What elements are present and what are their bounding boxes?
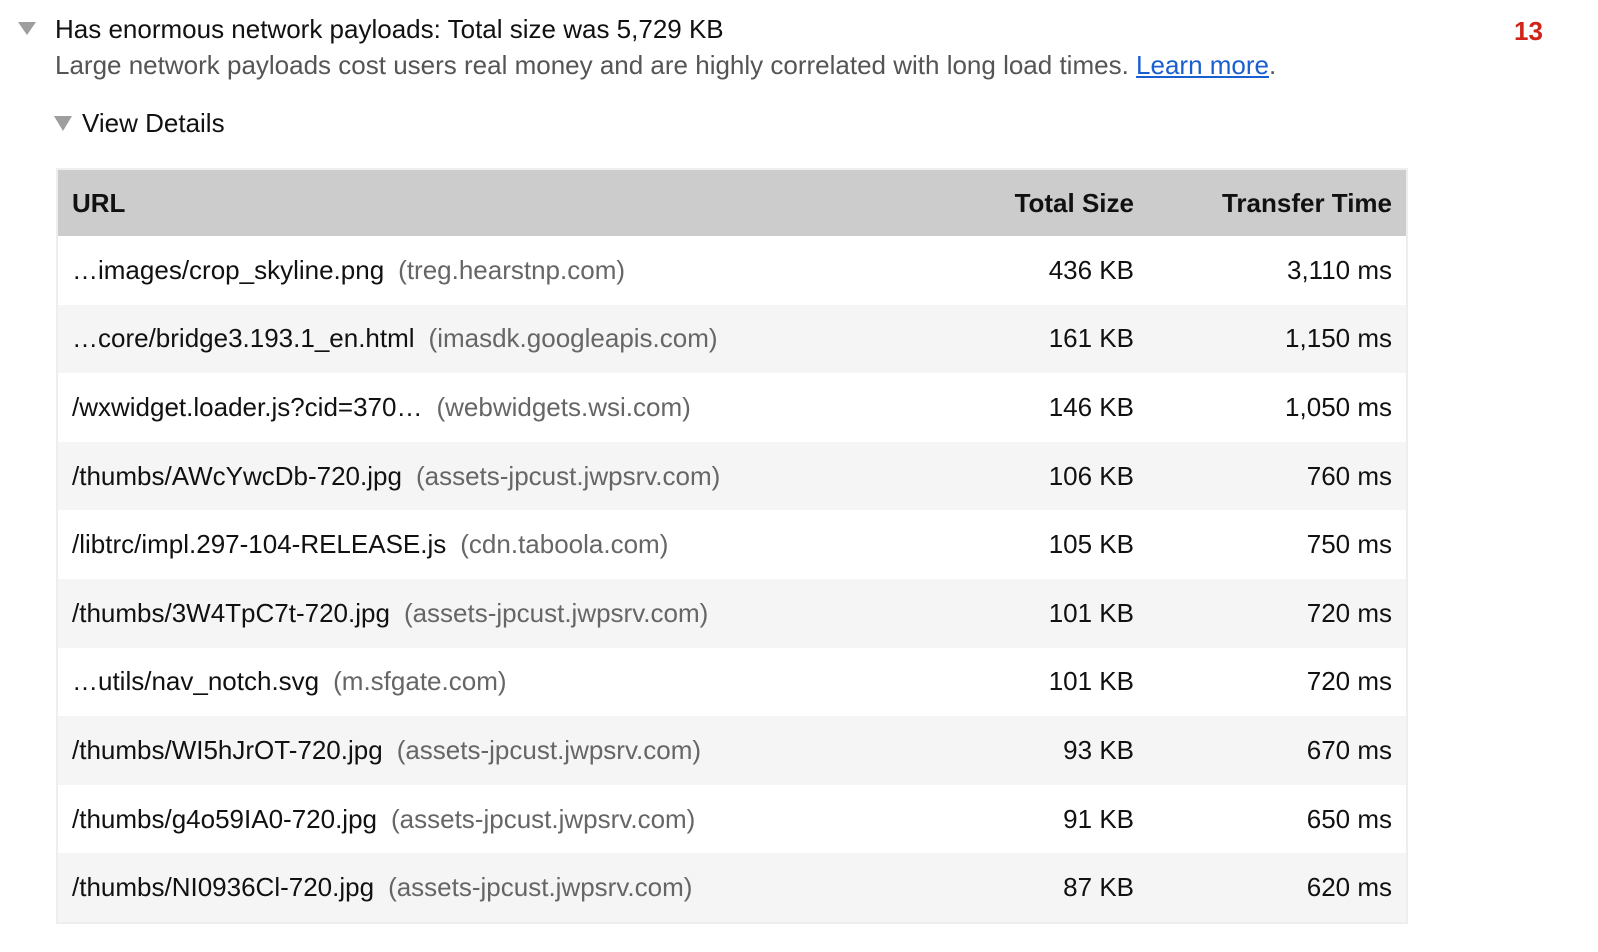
url-host: (assets-jpcust.jwpsrv.com) [388, 872, 693, 903]
audit-description: Large network payloads cost users real m… [55, 50, 1276, 81]
url-host: (webwidgets.wsi.com) [436, 391, 691, 422]
table-row: /thumbs/AWcYwcDb-720.jpg (assets-jpcust.j… [57, 441, 1407, 511]
table-row: …images/crop_skyline.png (treg.hearstnp.c… [57, 236, 1407, 305]
total-size-cell: 146 KB [1048, 391, 1134, 422]
total-size-cell: 105 KB [1048, 529, 1134, 560]
transfer-time-cell: 620 ms [1148, 853, 1407, 923]
triangle-down-icon [54, 115, 72, 131]
url-cell: /thumbs/g4o59IA0-720.jpg (assets-jpcust.j… [57, 785, 890, 854]
audit-title: Has enormous network payloads: Total siz… [55, 14, 724, 44]
url-cell: /thumbs/3W4TpC7t-720.jpg (assets-jpcust.j… [57, 578, 890, 648]
url-host: (m.sfgate.com) [333, 666, 507, 697]
url-host: (treg.hearstnp.com) [398, 254, 626, 285]
table-header: URL Total Size Transfer Time [57, 169, 1407, 236]
total-size-cell: 87 KB [890, 853, 1148, 923]
transfer-time-cell: 1,150 ms [1148, 304, 1407, 374]
payload-table: URL Total Size Transfer Time …images/cro… [56, 168, 1408, 924]
total-size-cell: 101 KB [890, 578, 1148, 648]
url-cell: /thumbs/NI0936Cl-720.jpg (assets-jpcust.j… [57, 853, 890, 923]
total-size-cell: 106 KB [890, 441, 1148, 511]
total-size-cell: 161 KB [890, 304, 1148, 374]
total-size-cell: 436 KB [1048, 254, 1134, 285]
header-url: URL [57, 169, 890, 236]
header-total-size: Total Size [890, 169, 1148, 236]
table-row: /thumbs/g4o59IA0-720.jpg (assets-jpcust.j… [57, 785, 1407, 854]
transfer-time-cell: 720 ms [1148, 578, 1407, 648]
url-cell: /libtrc/impl.297-104-RELEASE.js (cdn.tabo… [57, 510, 890, 579]
collapse-audit-triangle-icon[interactable] [18, 22, 36, 35]
table-row: …utils/nav_notch.svg (m.sfgate.com) 101 K… [57, 648, 1407, 717]
description-period: . [1269, 50, 1277, 80]
url-cell: /wxwidget.loader.js?cid=370… (webwidgets.… [57, 373, 890, 442]
url-cell: /thumbs/WI5hJrOT-720.jpg (assets-jpcust.j… [57, 716, 890, 785]
description-text: Large network payloads cost users real m… [55, 50, 1129, 80]
table-row: /thumbs/3W4TpC7t-720.jpg (assets-jpcust.j… [57, 578, 1407, 648]
learn-more-link[interactable]: Learn more [1136, 50, 1269, 80]
transfer-time-cell: 1,050 ms [1285, 391, 1392, 422]
transfer-time-cell: 720 ms [1306, 666, 1392, 697]
transfer-time-cell: 750 ms [1306, 529, 1392, 560]
url-cell: …images/crop_skyline.png (treg.hearstnp.c… [57, 236, 890, 305]
url-host: (assets-jpcust.jwpsrv.com) [415, 460, 721, 491]
url-cell: …utils/nav_notch.svg (m.sfgate.com) [57, 648, 890, 717]
table-row: /libtrc/impl.297-104-RELEASE.js (cdn.tabo… [57, 510, 1407, 579]
url-path: …images/crop_skyline.png [72, 254, 385, 285]
table-row: /wxwidget.loader.js?cid=370… (webwidgets.… [57, 373, 1407, 442]
url-path: …core/bridge3.193.1_en.html [72, 323, 415, 354]
url-path: …utils/nav_notch.svg [72, 666, 320, 697]
url-host: (assets-jpcust.jwpsrv.com) [391, 803, 696, 834]
view-details-toggle[interactable]: View Details [54, 108, 225, 139]
header-transfer-time: Transfer Time [1148, 169, 1407, 236]
transfer-time-cell: 650 ms [1306, 803, 1392, 834]
transfer-time-cell: 670 ms [1148, 716, 1407, 785]
url-path: /libtrc/impl.297-104-RELEASE.js [72, 529, 447, 560]
view-details-label: View Details [82, 108, 225, 138]
transfer-time-cell: 3,110 ms [1286, 254, 1392, 285]
url-cell: /thumbs/AWcYwcDb-720.jpg (assets-jpcust.j… [57, 441, 890, 511]
url-host: (assets-jpcust.jwpsrv.com) [396, 734, 702, 765]
url-host: (assets-jpcust.jwpsrv.com) [403, 597, 709, 628]
url-path: /thumbs/WI5hJrOT-720.jpg [72, 734, 383, 765]
total-size-cell: 91 KB [1063, 803, 1134, 834]
url-cell: …core/bridge3.193.1_en.html (imasdk.googl… [57, 304, 890, 374]
table-row: …core/bridge3.193.1_en.html (imasdk.googl… [57, 304, 1407, 374]
table-row: /thumbs/WI5hJrOT-720.jpg (assets-jpcust.j… [57, 716, 1407, 785]
url-path: /thumbs/AWcYwcDb-720.jpg [72, 460, 402, 491]
table-row: /thumbs/NI0936Cl-720.jpg (assets-jpcust.j… [57, 853, 1407, 923]
transfer-time-cell: 760 ms [1148, 441, 1407, 511]
audit-score: 13 [1514, 16, 1543, 46]
total-size-cell: 93 KB [890, 716, 1148, 785]
total-size-cell: 101 KB [1048, 666, 1134, 697]
url-path: /thumbs/3W4TpC7t-720.jpg [72, 597, 390, 628]
url-host: (cdn.taboola.com) [460, 529, 669, 560]
url-path: /thumbs/NI0936Cl-720.jpg [72, 872, 375, 903]
url-path: /wxwidget.loader.js?cid=370… [72, 391, 423, 422]
url-path: /thumbs/g4o59IA0-720.jpg [72, 803, 377, 834]
url-host: (imasdk.googleapis.com) [428, 323, 718, 354]
